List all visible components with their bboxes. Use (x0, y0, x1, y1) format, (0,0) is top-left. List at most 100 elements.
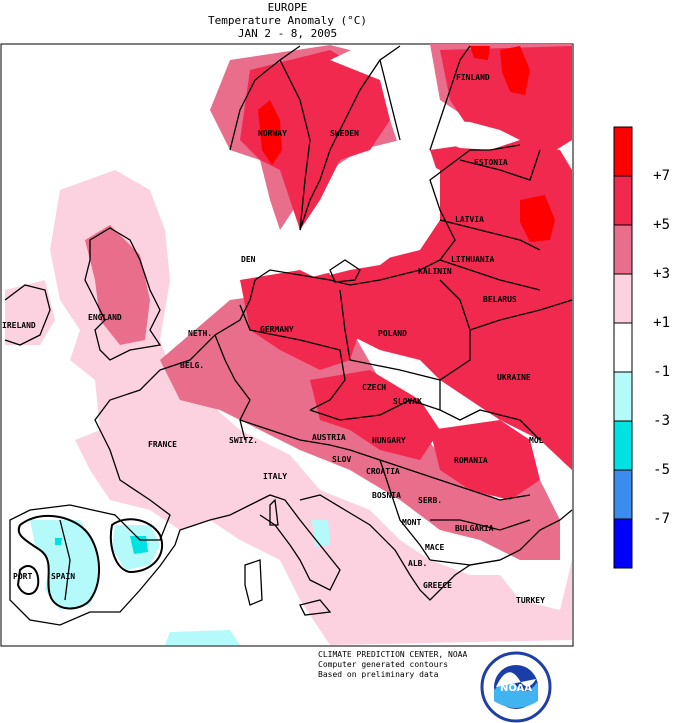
label-netherlands: NETH. (188, 329, 212, 338)
label-moldova: MOL (529, 436, 544, 445)
label-poland: POLAND (378, 329, 407, 338)
label-bosnia: BOSNIA (372, 491, 401, 500)
label-england: ENGLAND (88, 313, 122, 322)
map-region-title: EUROPE (267, 1, 308, 14)
legend-swatch (613, 224, 633, 275)
anomaly-plus5-sweden (240, 50, 390, 230)
border-lithuania-belarus (439, 259, 541, 291)
anomaly-plus7-finland-north (470, 46, 490, 60)
contour-spain-west (17, 514, 101, 610)
legend-tick-label: -1 (653, 364, 670, 380)
map-period-title: JAN 2 - 8, 2005 (237, 27, 338, 40)
label-croatia: CROATIA (366, 467, 400, 476)
label-ireland: IRELAND (2, 321, 36, 330)
label-hungary: HUNGARY (372, 436, 406, 445)
anomaly-plus1-region (50, 170, 572, 645)
anomaly-plus5-east (300, 140, 572, 470)
anomaly-plus7-norway (258, 100, 282, 165)
label-romania: ROMANIA (454, 456, 488, 465)
legend-tick-label: +1 (653, 315, 670, 331)
label-sweden: SWEDEN (330, 129, 359, 138)
label-estonia: ESTONIA (474, 158, 508, 167)
coast-island (329, 259, 361, 283)
legend-tick-label: +3 (653, 266, 670, 282)
label-slovakia: SLOVAK (393, 397, 422, 406)
border-alps (239, 419, 351, 451)
label-macedonia: MACE (425, 543, 444, 552)
credits-block: CLIMATE PREDICTION CENTER, NOAA Computer… (318, 650, 467, 680)
legend-swatch (613, 175, 633, 226)
border-belarus-ukraine (469, 299, 573, 331)
baltic-sea (320, 160, 440, 275)
credits-line-3: Based on preliminary data (318, 670, 439, 679)
anomaly-plus5-germany (240, 270, 360, 370)
label-montenegro: MONT (402, 518, 421, 527)
label-bulgaria: BULGARIA (455, 524, 494, 533)
border-estonia-latvia (459, 149, 541, 181)
label-belarus: BELARUS (483, 295, 517, 304)
anomaly-plus7-russia (520, 195, 555, 242)
anomaly-plus7-finland (500, 46, 530, 95)
border-latvia-lithuania (439, 219, 541, 251)
label-norway: NORWAY (258, 129, 287, 138)
anomaly-minus1-africa (165, 630, 240, 645)
temperature-anomaly-map: FINLAND NORWAY SWEDEN ESTONIA LATVIA DEN… (0, 43, 574, 647)
label-switzerland: SWITZ. (229, 436, 258, 445)
gulf-of-finland (430, 120, 520, 150)
credits-line-1: CLIMATE PREDICTION CENTER, NOAA (318, 650, 468, 659)
legend-swatch (613, 371, 633, 422)
label-ukraine: UKRAINE (497, 373, 531, 382)
coast-sweden-east (299, 45, 401, 231)
legend-swatch (613, 322, 633, 373)
coast-adriatic-aegean (299, 494, 573, 601)
coast-finland-west (429, 45, 471, 151)
legend-swatch (613, 273, 633, 324)
coast-sardinia (244, 559, 263, 606)
label-france: FRANCE (148, 440, 177, 449)
logo-wave (494, 679, 538, 708)
coast-norway (229, 45, 301, 151)
label-italy: ITALY (263, 472, 287, 481)
label-denmark: DEN (241, 255, 256, 264)
legend-tick-label: -7 (653, 511, 670, 527)
country-labels: FINLAND NORWAY SWEDEN ESTONIA LATVIA DEN… (2, 73, 545, 605)
label-finland: FINLAND (456, 73, 490, 82)
border-portugal-spain (59, 519, 71, 601)
legend-swatch (613, 126, 633, 177)
legend-tick-label: -3 (653, 413, 670, 429)
border-sweden-finland (379, 59, 401, 141)
legend-swatch (613, 469, 633, 520)
border-greece (429, 559, 501, 566)
border-ukraine-romania (439, 380, 541, 441)
legend-tick-label: +5 (653, 217, 670, 233)
logo-text: NOAA (500, 683, 532, 694)
legend-swatch (613, 420, 633, 471)
contour-lines (16, 514, 163, 610)
label-turkey: TURKEY (516, 596, 545, 605)
label-spain: SPAIN (51, 572, 75, 581)
border-austria-slovakia (309, 399, 441, 421)
label-lithuania: LITHUANIA (451, 255, 495, 264)
label-latvia: LATVIA (455, 215, 484, 224)
legend-tick-labels: +7 +5 +3 +1 -1 -3 -5 -7 (653, 168, 670, 527)
label-serbia: SERB. (418, 496, 442, 505)
legend-tick-label: +7 (653, 168, 670, 184)
label-belgium: BELG. (180, 361, 204, 370)
coast-britain (84, 227, 162, 361)
border-germany-poland (239, 304, 346, 411)
label-portugal: PORT (13, 572, 32, 581)
label-kaliningrad: KALININ (418, 267, 452, 276)
label-czech: CZECH (362, 383, 386, 392)
coast-corsica (269, 498, 279, 526)
coast-sicily (299, 599, 332, 616)
coast-north (159, 144, 521, 371)
logo-gull (496, 672, 536, 687)
label-germany: GERMANY (260, 325, 294, 334)
coast-west-south (9, 369, 341, 626)
noaa-logo: NOAA (480, 651, 552, 723)
border-france-germany (214, 334, 251, 441)
coast-ireland (4, 284, 51, 346)
border-bulgaria (430, 519, 531, 531)
anomaly-minus3-spain-west (55, 538, 62, 545)
label-albania: ALB. (408, 559, 427, 568)
